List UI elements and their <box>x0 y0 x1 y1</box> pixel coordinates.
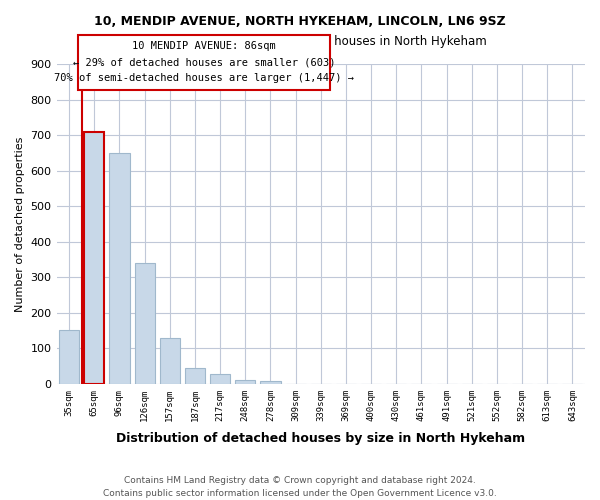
X-axis label: Distribution of detached houses by size in North Hykeham: Distribution of detached houses by size … <box>116 432 526 445</box>
Bar <box>160 338 180 384</box>
Text: ← 29% of detached houses are smaller (603): ← 29% of detached houses are smaller (60… <box>73 57 335 67</box>
Text: Contains HM Land Registry data © Crown copyright and database right 2024.: Contains HM Land Registry data © Crown c… <box>124 476 476 485</box>
Bar <box>235 380 256 384</box>
Bar <box>109 153 130 384</box>
Bar <box>59 330 79 384</box>
Y-axis label: Number of detached properties: Number of detached properties <box>15 136 25 312</box>
Bar <box>210 374 230 384</box>
Text: 10, MENDIP AVENUE, NORTH HYKEHAM, LINCOLN, LN6 9SZ: 10, MENDIP AVENUE, NORTH HYKEHAM, LINCOL… <box>94 15 506 28</box>
Bar <box>185 368 205 384</box>
Text: Contains public sector information licensed under the Open Government Licence v3: Contains public sector information licen… <box>103 488 497 498</box>
Text: Size of property relative to detached houses in North Hykeham: Size of property relative to detached ho… <box>113 35 487 48</box>
Bar <box>84 132 104 384</box>
Text: 70% of semi-detached houses are larger (1,447) →: 70% of semi-detached houses are larger (… <box>54 73 354 83</box>
Bar <box>134 263 155 384</box>
Bar <box>260 381 281 384</box>
Text: 10 MENDIP AVENUE: 86sqm: 10 MENDIP AVENUE: 86sqm <box>132 41 276 51</box>
